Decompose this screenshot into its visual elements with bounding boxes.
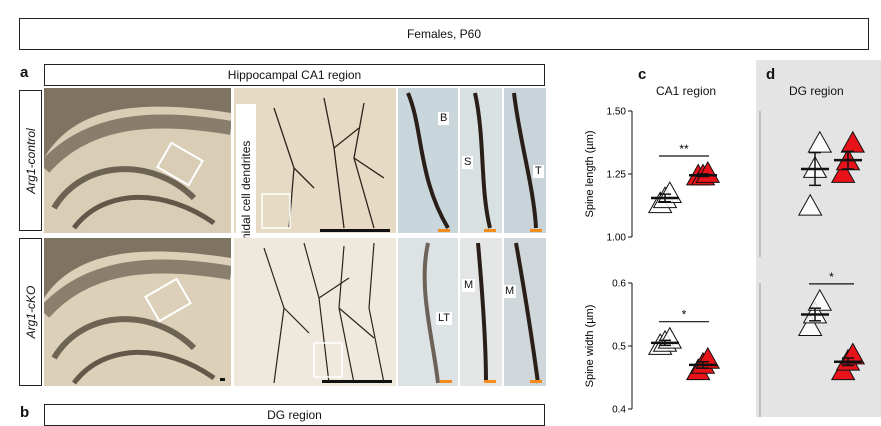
panel-b-region-title-text: DG region	[267, 408, 322, 422]
panel-a-region-title: Hippocampal CA1 region	[44, 64, 545, 86]
dendrite-image-cko-2	[460, 238, 502, 386]
orange-scale-bar-control-3	[530, 229, 542, 232]
row-label-cko-text: Arg1-cKO	[23, 285, 38, 339]
panel-d-letter: d	[766, 66, 776, 83]
y-tick-label: 0.5	[612, 342, 626, 353]
panel-b-letter: b	[20, 404, 30, 421]
neuron-image-cko	[234, 238, 396, 386]
hippocampus-image-cko	[44, 238, 231, 386]
dendrite-image-control-3	[504, 88, 546, 233]
y-tick-label: 0.6	[612, 279, 626, 290]
figure-header-title: Females, P60	[406, 27, 482, 41]
panel-c-title: CA1 region	[656, 84, 717, 98]
callout-cko-m1: M	[462, 279, 476, 292]
y-tick-label: 1.50	[607, 107, 627, 118]
orange-scale-bar-cko-1	[440, 380, 452, 383]
row-label-control: Arg1-control	[19, 90, 42, 231]
significance-label: **	[679, 142, 689, 156]
orange-scale-bar-cko-3	[530, 380, 542, 383]
dendrite-control-3-drawing	[512, 92, 538, 229]
data-point-triangle	[807, 130, 833, 153]
orange-scale-bar-cko-2	[484, 380, 496, 383]
orange-scale-bar-control-1	[438, 229, 450, 232]
y-tick-label: 1.00	[607, 233, 627, 244]
dendrite-cko-1-drawing	[422, 242, 440, 384]
y-tick-label: 1.25	[607, 170, 627, 181]
data-point-triangle	[830, 160, 856, 183]
scale-bar-control	[320, 229, 390, 232]
neuron-control-drawing	[234, 88, 396, 233]
dendrite-image-control-1	[398, 88, 458, 233]
callout-control-s: S	[462, 156, 474, 169]
figure-header: Females, P60	[19, 18, 869, 50]
significance-label: *	[829, 270, 834, 284]
panel-a-region-title-text: Hippocampal CA1 region	[227, 68, 362, 82]
callout-cko-m2: M	[503, 285, 517, 298]
callout-control-b: B	[438, 112, 450, 125]
row-label-cko: Arg1-cKO	[19, 238, 42, 386]
panel-d-title: DG region	[789, 84, 844, 98]
orange-scale-bar-control-2	[484, 229, 496, 232]
data-point-triangle	[807, 288, 833, 311]
hippocampus-image-control	[44, 88, 231, 233]
row-label-control-text: Arg1-control	[23, 127, 38, 194]
scale-bar-cko	[322, 380, 392, 383]
neuron-cko-drawing	[234, 238, 396, 386]
dendrite-control-1-drawing	[406, 92, 450, 230]
y-axis-title: Spine length (µm)	[584, 130, 596, 217]
dendrite-control-2-drawing	[473, 92, 492, 229]
dendrite-image-cko-3	[504, 238, 546, 386]
panel-a-letter: a	[20, 64, 29, 81]
y-axis-title: Spine width (µm)	[584, 305, 596, 388]
dendrite-cko-3-drawing	[514, 242, 540, 384]
data-point-triangle	[695, 160, 721, 183]
panel-c-letter: c	[638, 66, 647, 83]
y-tick-label: 0.4	[612, 405, 626, 416]
significance-label: *	[682, 308, 687, 322]
dendrite-cko-2-drawing	[476, 242, 488, 384]
hippocampus-cko-drawing	[44, 238, 231, 386]
panel-b-region-title: DG region	[44, 404, 545, 426]
neuron-image-control	[234, 88, 396, 233]
data-point-triangle	[797, 193, 823, 216]
hippocampus-control-drawing	[44, 88, 231, 233]
callout-cko-lt: LT	[436, 312, 453, 325]
callout-control-t: T	[533, 165, 544, 178]
data-point-triangle	[840, 130, 866, 153]
data-point-triangle	[797, 314, 823, 336]
data-point-triangle	[840, 342, 866, 365]
